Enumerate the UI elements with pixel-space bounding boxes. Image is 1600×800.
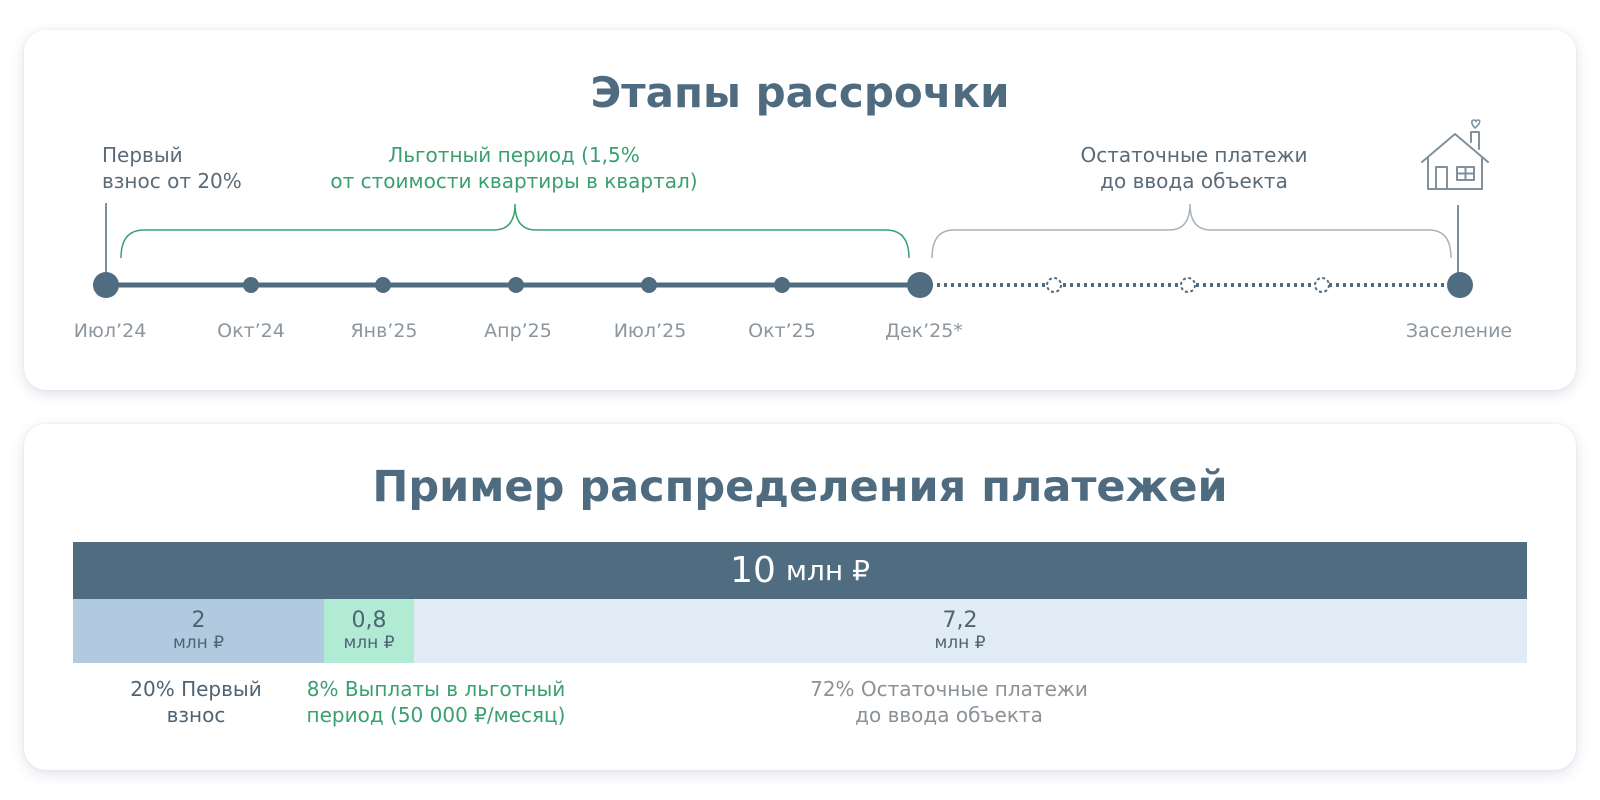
segment-value: 7,2 [942,608,978,633]
segment-unit: млн ₽ [934,633,986,653]
timeline-point [375,277,391,293]
first-payment-segment: 2 млн ₽ [73,599,324,663]
segment-value: 2 [191,608,206,633]
segment-unit: млн ₽ [343,633,395,653]
grace-period-segment: 0,8 млн ₽ [324,599,414,663]
timeline-point [641,277,657,293]
grace-period-note: 8% Выплаты в льготный период (50 000 ₽/м… [307,676,566,728]
timeline-point-end [1447,272,1473,298]
stages-title: Этапы рассрочки [590,68,1010,117]
timeline-graphic [93,119,1489,298]
remaining-payments-segment: 7,2 млн ₽ [414,599,1527,663]
grace-period-label-line1: Льготный период (1,5% [388,143,640,167]
note-line: до ввода объекта [855,703,1043,727]
first-payment-note: 20% Первый взнос [130,676,261,728]
timeline-point [774,277,790,293]
total-amount-bar: 10 млн ₽ [73,542,1527,599]
note-line: период (50 000 ₽/месяц) [306,703,566,727]
timeline-point-future [1314,277,1330,293]
tick-label: Июл’24 [73,320,147,342]
grace-period-label-line2: от стоимости квартиры в квартал) [330,169,698,193]
tick-label: Июл’25 [613,320,687,342]
distribution-title: Пример распределения платежей [372,462,1228,512]
timeline-point-grace-end [907,272,933,298]
tick-label: Окт’25 [748,320,816,342]
tick-label: Окт’24 [217,320,285,342]
timeline-point [508,277,524,293]
segment-content: 7,2 млн ₽ [934,608,986,654]
tick-label: Янв’25 [350,320,418,342]
grace-period-label: Льготный период (1,5% от стоимости кварт… [314,142,714,194]
first-payment-label-line1: Первый [102,143,183,167]
timeline-point [243,277,259,293]
remaining-payments-brace [931,203,1452,259]
note-line: 20% Первый [130,677,262,701]
payment-distribution-card: Пример распределения платежей 10 млн ₽ 2… [24,424,1576,770]
note-line: 8% Выплаты в льготный [306,677,566,701]
tick-label: Апр’25 [484,320,552,342]
remaining-payments-label-line2: до ввода объекта [1100,169,1288,193]
segment-unit: млн ₽ [172,633,225,653]
segment-value: 0,8 [351,608,387,633]
grace-period-brace [120,203,910,259]
tick-label: Заселение [1405,320,1513,342]
timeline-point-future [1180,277,1196,293]
total-amount-value: 10 [730,550,776,591]
installment-stages-card: Этапы рассрочки [24,30,1576,390]
note-line: взнос [166,703,226,727]
first-payment-label-line2: взнос от 20% [102,169,242,193]
note-line: 72% Остаточные платежи [810,677,1088,701]
tick-label: Дек’25* [885,320,963,342]
remaining-payments-note: 72% Остаточные платежи до ввода объекта [810,676,1088,728]
timeline-point-future [1046,277,1062,293]
first-payment-label: Первый взнос от 20% [102,142,242,194]
total-amount-unit: млн ₽ [785,554,870,587]
remaining-payments-label-line1: Остаточные платежи [1080,143,1308,167]
remaining-payments-label: Остаточные платежи до ввода объекта [1044,142,1344,194]
timeline-point-start [93,272,119,298]
house-icon [1421,119,1489,190]
